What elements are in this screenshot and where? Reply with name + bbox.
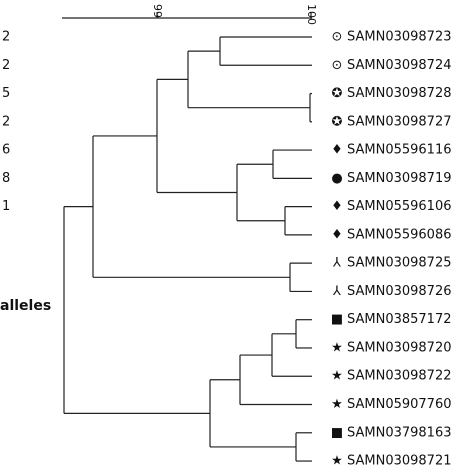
leaf-symbol: ★ xyxy=(331,397,343,412)
leaf-symbol: ■ xyxy=(331,312,343,327)
leaf-symbol: ⊙ xyxy=(332,30,343,45)
scale-label: 100 xyxy=(305,4,318,25)
leaf-label: SAMN05596116 xyxy=(347,143,452,158)
leaf-symbol: ● xyxy=(331,171,342,186)
leaf-label: SAMN03798163 xyxy=(347,425,452,440)
leaf-symbol: ⊙ xyxy=(332,58,343,73)
leaf-symbol: ♦ xyxy=(331,227,343,242)
leaf-label: SAMN03098724 xyxy=(347,58,452,73)
leaf-label: SAMN03098719 xyxy=(347,171,452,186)
leaf-label: SAMN03857172 xyxy=(347,312,452,327)
leaf-symbol: ★ xyxy=(331,454,343,469)
leaf-label: SAMN03098726 xyxy=(347,284,452,299)
leaf-symbol: ♦ xyxy=(331,143,343,158)
leaf-label: SAMN03098722 xyxy=(347,369,452,384)
side-label: 5 xyxy=(2,86,10,101)
side-label: 2 xyxy=(2,114,10,129)
leaf-symbol: ✪ xyxy=(332,86,343,101)
scale-label: 99 xyxy=(151,4,164,18)
leaf-symbol: ★ xyxy=(331,340,343,355)
leaf-symbol: ⅄ xyxy=(332,256,341,271)
side-caption: alleles xyxy=(0,298,51,314)
leaf-label: SAMN05907760 xyxy=(347,397,452,412)
leaf-symbol: ♦ xyxy=(331,199,343,214)
leaf-label: SAMN03098727 xyxy=(347,114,452,129)
leaf-symbol: ✪ xyxy=(332,114,343,129)
side-label: 1 xyxy=(2,199,10,214)
leaf-label: SAMN05596106 xyxy=(347,199,452,214)
side-label: 8 xyxy=(2,171,10,186)
leaf-label: SAMN05596086 xyxy=(347,227,452,242)
side-label: 2 xyxy=(2,30,10,45)
leaf-label: SAMN03098720 xyxy=(347,340,452,355)
side-label: 6 xyxy=(2,143,10,158)
leaf-label: SAMN03098723 xyxy=(347,30,452,45)
side-label: 2 xyxy=(2,58,10,73)
leaf-symbol: ■ xyxy=(331,425,343,440)
leaf-label: SAMN03098721 xyxy=(347,454,452,469)
leaf-symbol: ⅄ xyxy=(332,284,341,299)
leaf-label: SAMN03098728 xyxy=(347,86,452,101)
leaf-symbol: ★ xyxy=(331,369,343,384)
leaf-label: SAMN03098725 xyxy=(347,256,452,271)
